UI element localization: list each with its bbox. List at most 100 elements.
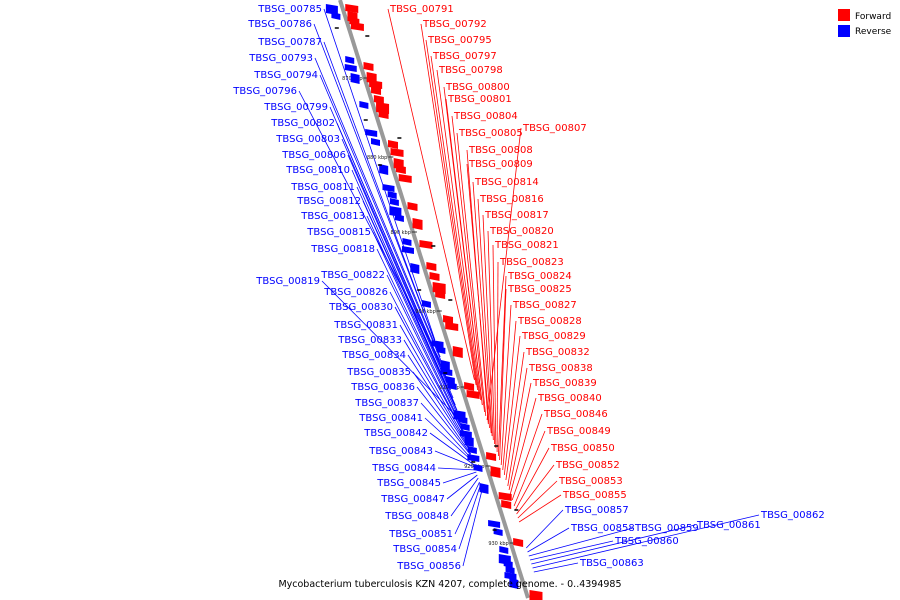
reverse-connector (386, 274, 465, 433)
reverse-gene-glyph (503, 560, 513, 568)
label-connectors (298, 8, 760, 573)
reverse-connector (341, 138, 451, 391)
reverse-gene-glyph (479, 483, 489, 494)
reverse-gene-label: TBSG_00810 (285, 165, 350, 176)
reverse-connector (529, 540, 614, 561)
forward-gene-glyph (395, 165, 406, 174)
legend-reverse-swatch (838, 25, 850, 37)
forward-gene-label: TBSG_00817 (484, 210, 549, 221)
forward-gene-label: TBSG_00795 (427, 35, 492, 46)
forward-connector (516, 464, 555, 515)
reverse-gene-glyph (401, 246, 414, 254)
reverse-gene-label: TBSG_00837 (354, 398, 419, 409)
legend: Forward Reverse (838, 9, 892, 37)
scale-tick-label: 900 kbp (415, 309, 435, 315)
reverse-connector (446, 474, 478, 500)
forward-gene-label: TBSG_00825 (507, 284, 572, 295)
reverse-gene-label: TBSG_00819 (255, 276, 320, 287)
legend-forward-label: Forward (855, 12, 891, 22)
reverse-gene-glyph (389, 206, 402, 217)
reverse-gene-label: TBSG_00857 (564, 505, 629, 516)
forward-gene-label: TBSG_00797 (432, 51, 497, 62)
forward-gene-label: TBSG_00791 (389, 4, 454, 15)
legend-reverse-label: Reverse (855, 27, 892, 37)
reverse-gene-glyph (421, 300, 431, 308)
reverse-gene-glyph (440, 368, 453, 376)
reverse-connector (298, 90, 444, 368)
forward-gene-glyph (452, 346, 463, 358)
reverse-connector (454, 481, 480, 535)
forward-gene-label: TBSG_00850 (550, 443, 615, 454)
reverse-gene-label: TBSG_00815 (306, 227, 371, 238)
reverse-gene-label: TBSG_00802 (270, 118, 335, 129)
reverse-gene-label: TBSG_00831 (333, 320, 398, 331)
forward-connector (477, 198, 493, 437)
reverse-gene-label: TBSG_00859 (634, 523, 699, 534)
reverse-gene-label: TBSG_00862 (760, 510, 825, 521)
forward-connector (508, 382, 532, 491)
forward-gene-label: TBSG_00814 (474, 177, 539, 188)
forward-gene-label: TBSG_00798 (438, 65, 503, 76)
reverse-gene-glyph (359, 101, 369, 109)
reverse-gene-label: TBSG_00799 (263, 102, 328, 113)
reverse-connector (407, 354, 470, 451)
reverse-gene-glyph (387, 191, 397, 199)
forward-gene-label: TBSG_00846 (543, 409, 608, 420)
reverse-gene-glyph (445, 376, 455, 384)
reverse-gene-glyph (493, 528, 503, 536)
reverse-connector (362, 200, 458, 411)
forward-gene-label: TBSG_00792 (422, 19, 487, 30)
reverse-connector (450, 477, 479, 517)
forward-gene-label: TBSG_00804 (453, 111, 518, 122)
reverse-gene-glyph (467, 454, 480, 462)
forward-connector (518, 494, 562, 523)
gene-features (325, 4, 543, 600)
reverse-gene-label: TBSG_00851 (388, 529, 453, 540)
reverse-connector (424, 417, 474, 463)
reverse-gene-glyph (464, 436, 474, 447)
reverse-gene-glyph (371, 138, 381, 146)
scale-tick-label: 930 kbp (488, 541, 508, 547)
reverse-gene-label: TBSG_00830 (328, 302, 393, 313)
forward-gene-label: TBSG_00838 (528, 363, 593, 374)
forward-gene-label: TBSG_00849 (546, 426, 611, 437)
forward-gene-label: TBSG_00853 (558, 476, 623, 487)
reverse-gene-glyph (402, 238, 412, 246)
reverse-connector (531, 524, 696, 565)
forward-connector (487, 230, 495, 445)
reverse-gene-label: TBSG_00806 (281, 150, 346, 161)
reverse-gene-glyph (467, 446, 477, 454)
forward-gene-glyph (529, 590, 543, 600)
reverse-gene-glyph (509, 578, 519, 589)
reverse-connector (319, 74, 443, 365)
forward-gene-label: TBSG_00809 (468, 159, 533, 170)
forward-gene-label: TBSG_00816 (479, 194, 544, 205)
forward-gene-glyph (390, 148, 404, 157)
reverse-connector (314, 57, 441, 358)
forward-gene-glyph (464, 382, 475, 391)
reverse-connector (429, 432, 475, 466)
forward-connector (496, 261, 499, 453)
forward-connector (499, 288, 507, 461)
forward-connector (430, 55, 480, 396)
legend-forward-swatch (838, 9, 850, 21)
forward-gene-glyph (435, 290, 446, 299)
reverse-gene-glyph (458, 416, 468, 424)
forward-connector (482, 214, 494, 441)
reverse-gene-glyph (431, 340, 444, 348)
forward-connector (492, 244, 497, 449)
forward-connector (509, 397, 537, 495)
forward-gene-glyph (466, 390, 480, 399)
reverse-gene-label: TBSG_00803 (275, 134, 340, 145)
reverse-gene-label: TBSG_00785 (257, 4, 322, 15)
reverse-gene-label: TBSG_00843 (368, 446, 433, 457)
forward-gene-label: TBSG_00805 (458, 128, 523, 139)
reverse-connector (336, 122, 450, 386)
reverse-gene-label: TBSG_00787 (257, 37, 322, 48)
reverse-gene-label: TBSG_00841 (358, 413, 423, 424)
reverse-gene-label: TBSG_00833 (337, 335, 402, 346)
forward-connector (420, 23, 477, 386)
forward-gene-label: TBSG_00852 (555, 460, 620, 471)
reverse-gene-glyph (365, 129, 378, 137)
forward-gene-label: TBSG_00827 (512, 300, 577, 311)
